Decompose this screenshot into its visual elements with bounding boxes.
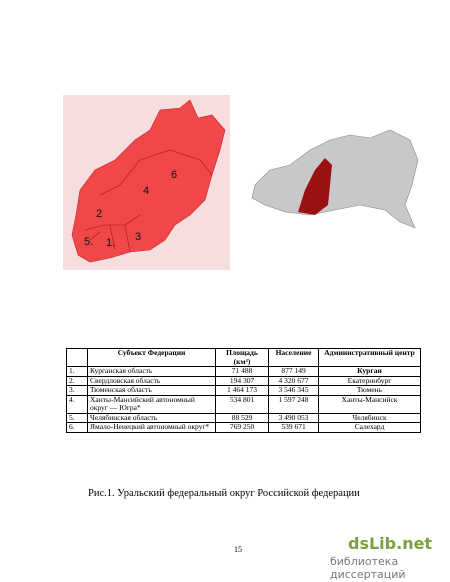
table-cell: Ханты-Мансийский автономный округ — Югра… bbox=[87, 394, 216, 414]
table-cell: Курганская область bbox=[87, 366, 216, 377]
table-cell: 1 464 173 bbox=[215, 385, 269, 396]
table-cell: 769 250 bbox=[215, 422, 269, 433]
header-cell: Субъект Федерации bbox=[87, 348, 216, 367]
ural-highlight bbox=[298, 158, 332, 215]
table-cell: 3. bbox=[66, 385, 88, 396]
map-labels: 1. 2 3 4 5. 6 bbox=[84, 169, 177, 249]
watermark-subtitle: библиотека диссертаций bbox=[330, 555, 406, 581]
table-row: 1. Курганская область 71 488 877 149 Курган bbox=[66, 366, 421, 377]
federation-table: Субъект Федерации Площадь (км²) Населени… bbox=[66, 348, 421, 433]
table-cell: Курган bbox=[318, 366, 421, 377]
table-row: 5. Челябинская область 88 529 3 490 053 Челя… bbox=[66, 412, 421, 423]
header-cell bbox=[66, 348, 88, 367]
table-cell: 71 488 bbox=[215, 366, 269, 377]
map-label: 4 bbox=[143, 185, 149, 197]
header-cell: Административный центр bbox=[318, 348, 421, 367]
caption: Рис.1. Уральский федеральный округ Росси… bbox=[88, 488, 360, 499]
table-row: 3. Тюменская область 1 464 173 3 546 345 Тюм… bbox=[66, 385, 421, 396]
map-label: 3 bbox=[135, 231, 141, 243]
watermark-brand: dsLib.net bbox=[348, 534, 433, 553]
russia-map bbox=[251, 129, 419, 229]
table-cell: 539 671 bbox=[268, 422, 319, 433]
map-label: 6 bbox=[171, 169, 177, 181]
table-cell: Ямало-Ненецкий автономный округ* bbox=[87, 422, 216, 433]
table-cell: Ханты-Мансийск bbox=[318, 394, 421, 414]
table-cell: 1 597 248 bbox=[268, 394, 319, 414]
map-label: 5. bbox=[84, 236, 93, 248]
table-row: 6. Ямало-Ненецкий автономный округ* 769 25… bbox=[66, 422, 421, 433]
map-label: 2 bbox=[96, 208, 102, 220]
table-cell: 1. bbox=[66, 366, 88, 377]
table-cell: Тюменская область bbox=[87, 385, 216, 396]
table-cell: Салехард bbox=[318, 422, 421, 433]
table-row: 4. Ханты-Мансийский автономный округ — Юг… bbox=[66, 394, 421, 414]
map-label: 1. bbox=[106, 237, 115, 249]
table-cell: 6. bbox=[66, 422, 88, 433]
page-number: 15 bbox=[234, 545, 242, 554]
table-cell: Тюмень bbox=[318, 385, 421, 396]
header-row: Субъект Федерации Площадь (км²) Населени… bbox=[66, 348, 421, 367]
table-cell: 877 149 bbox=[268, 366, 319, 377]
header-cell: Население bbox=[268, 348, 319, 367]
table-cell: 534 801 bbox=[215, 394, 269, 414]
region-borders bbox=[84, 149, 213, 253]
table-row: 2. Свердловская область 194 307 4 320 677 Ек… bbox=[66, 375, 421, 386]
table-cell: 3 546 345 bbox=[268, 385, 319, 396]
table-cell: 4. bbox=[66, 394, 88, 414]
header-cell: Площадь (км²) bbox=[215, 348, 269, 367]
